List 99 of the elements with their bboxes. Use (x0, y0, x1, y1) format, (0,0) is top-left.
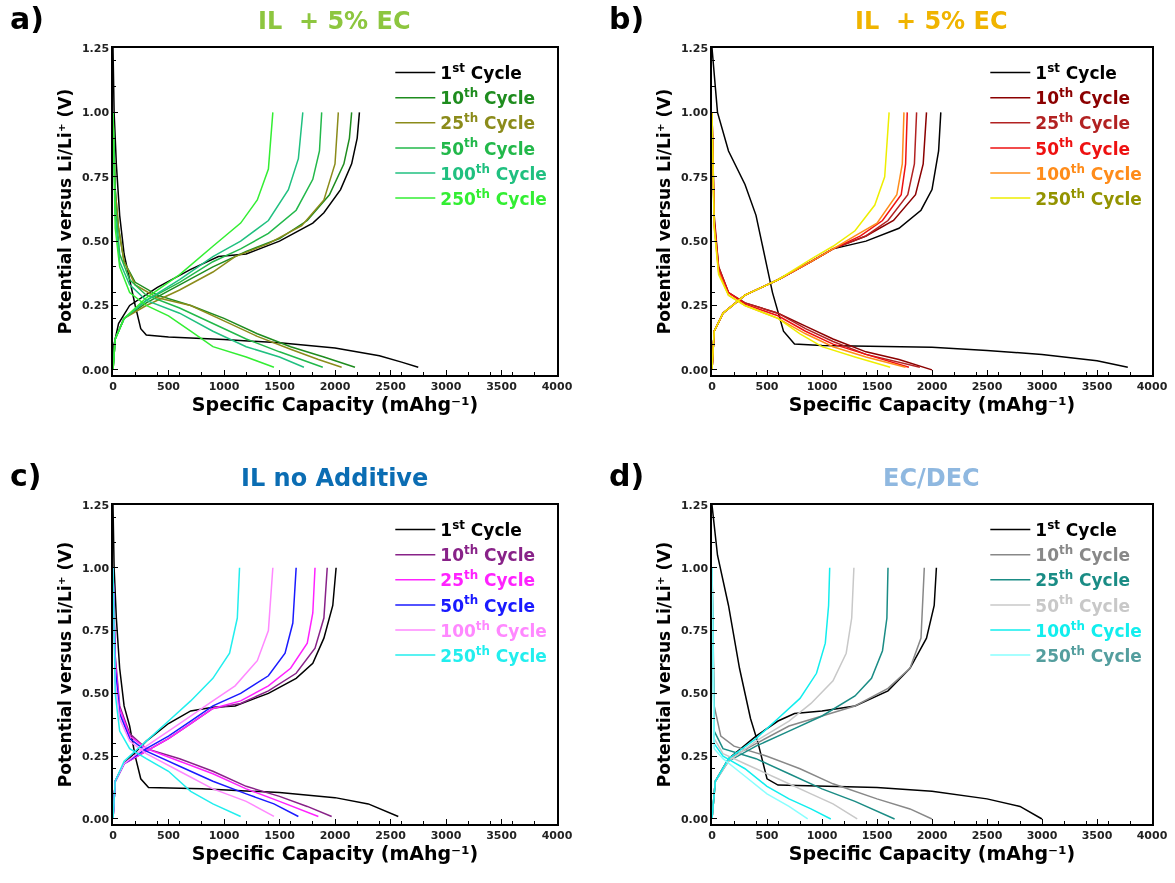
y-axis-title: Potential versus Li/Li⁺ (V) (653, 88, 674, 335)
x-tick-label: 4000 (541, 828, 573, 842)
y-tick-label: 1.25 (81, 41, 110, 55)
legend-label: 1$^{st}$ Cycle (440, 518, 522, 541)
x-tick-label: 500 (755, 828, 779, 842)
legend-label: 100$^{th}$ Cycle (440, 618, 547, 641)
text: c) (10, 458, 42, 493)
legend-label: 1$^{st}$ Cycle (1035, 61, 1117, 84)
y-tick-label: 0.75 (680, 624, 709, 638)
y-tick-label: 0.25 (680, 750, 709, 764)
x-tick-label: 2000 (319, 828, 351, 842)
x-tick-label: 3000 (1026, 828, 1058, 842)
y-tick-label: 0.50 (680, 234, 709, 248)
legend-label: 100$^{th}$ Cycle (1035, 161, 1142, 184)
x-tick-label: 1500 (264, 379, 296, 393)
y-axis-title: Potential versus Li/Li⁺ (V) (653, 541, 674, 788)
x-tick-label: 500 (157, 379, 181, 393)
y-axis-title: Potential versus Li/Li⁺ (V) (54, 88, 75, 335)
x-tick-label: 3500 (1081, 828, 1113, 842)
legend-label: 50$^{th}$ Cycle (1035, 136, 1131, 159)
legend-label: 25$^{th}$ Cycle (1035, 568, 1131, 591)
y-tick-label: 0.00 (81, 363, 110, 377)
y-tick-label: 0.75 (680, 170, 709, 184)
legend-label: 1$^{st}$ Cycle (440, 61, 522, 84)
x-axis-title: Specific Capacity (mAhg⁻¹) (788, 393, 1076, 416)
x-tick-label: 2500 (971, 828, 1003, 842)
x-axis-title: Specific Capacity (mAhg⁻¹) (191, 842, 479, 865)
y-tick-label: 0.00 (81, 812, 110, 826)
x-tick-label: 2500 (375, 379, 407, 393)
legend-label: 100$^{th}$ Cycle (1035, 618, 1142, 641)
x-tick-label: 2500 (375, 828, 407, 842)
x-tick-label: 0 (109, 379, 118, 393)
legend-label: 250$^{th}$ Cycle (1035, 186, 1142, 209)
y-tick-label: 0.25 (81, 750, 110, 764)
x-tick-label: 3500 (1081, 379, 1113, 393)
chart-title: IL + 5% EC (855, 7, 1008, 35)
y-tick-label: 1.25 (680, 41, 709, 55)
x-tick-label: 4000 (541, 379, 573, 393)
x-tick-label: 2000 (319, 379, 351, 393)
legend-label: 250$^{th}$ Cycle (440, 186, 547, 209)
y-tick-label: 0.50 (81, 687, 110, 701)
legend-label: 1$^{st}$ Cycle (1035, 518, 1117, 541)
x-tick-label: 3500 (486, 379, 518, 393)
text: d) (609, 458, 645, 493)
x-tick-label: 500 (755, 379, 779, 393)
legend-label: 100$^{th}$ Cycle (440, 161, 547, 184)
legend-label: 25$^{th}$ Cycle (1035, 111, 1131, 134)
text: b) (609, 1, 645, 36)
y-tick-label: 0.25 (81, 299, 110, 313)
y-tick-label: 0.00 (680, 812, 709, 826)
x-tick-label: 3000 (430, 379, 462, 393)
x-tick-label: 2000 (916, 828, 948, 842)
legend-label: 25$^{th}$ Cycle (440, 111, 536, 134)
y-tick-label: 0.50 (680, 687, 709, 701)
chart-title: IL + 5% EC (258, 7, 411, 35)
legend-label: 25$^{th}$ Cycle (440, 568, 536, 591)
legend-label: 50$^{th}$ Cycle (440, 136, 536, 159)
chart-title: EC/DEC (883, 464, 980, 492)
x-tick-label: 0 (708, 379, 717, 393)
legend-label: 50$^{th}$ Cycle (440, 593, 536, 616)
x-tick-label: 1000 (806, 828, 838, 842)
y-tick-label: 0.75 (81, 170, 110, 184)
x-tick-label: 1000 (208, 379, 240, 393)
text: a) (10, 1, 44, 36)
legend-label: 250$^{th}$ Cycle (1035, 643, 1142, 666)
x-tick-label: 1000 (208, 828, 240, 842)
y-tick-label: 0.00 (680, 363, 709, 377)
x-tick-label: 1500 (861, 379, 893, 393)
y-tick-label: 1.00 (680, 561, 709, 575)
x-tick-label: 4000 (1136, 379, 1168, 393)
y-tick-label: 1.00 (81, 561, 110, 575)
x-tick-label: 0 (109, 828, 118, 842)
x-tick-label: 3000 (430, 828, 462, 842)
x-tick-label: 3500 (486, 828, 518, 842)
y-tick-label: 0.50 (81, 234, 110, 248)
x-tick-label: 0 (708, 828, 717, 842)
x-tick-label: 1000 (806, 379, 838, 393)
legend-label: 10$^{th}$ Cycle (440, 543, 536, 566)
y-tick-label: 0.25 (680, 299, 709, 313)
legend-label: 10$^{th}$ Cycle (440, 86, 536, 109)
legend-label: 10$^{th}$ Cycle (1035, 86, 1131, 109)
x-tick-label: 1500 (861, 828, 893, 842)
y-axis-title: Potential versus Li/Li⁺ (V) (54, 541, 75, 788)
chart-title: IL no Additive (241, 464, 429, 492)
x-tick-label: 4000 (1136, 828, 1168, 842)
x-tick-label: 2500 (971, 379, 1003, 393)
x-axis-title: Specific Capacity (mAhg⁻¹) (788, 842, 1076, 865)
legend-label: 10$^{th}$ Cycle (1035, 543, 1131, 566)
y-tick-label: 0.75 (81, 624, 110, 638)
y-tick-label: 1.00 (81, 106, 110, 120)
x-tick-label: 2000 (916, 379, 948, 393)
x-axis-title: Specific Capacity (mAhg⁻¹) (191, 393, 479, 416)
y-tick-label: 1.25 (680, 498, 709, 512)
x-tick-label: 500 (157, 828, 181, 842)
x-tick-label: 1500 (264, 828, 296, 842)
y-tick-label: 1.25 (81, 498, 110, 512)
x-tick-label: 3000 (1026, 379, 1058, 393)
y-tick-label: 1.00 (680, 106, 709, 120)
legend-label: 250$^{th}$ Cycle (440, 643, 547, 666)
